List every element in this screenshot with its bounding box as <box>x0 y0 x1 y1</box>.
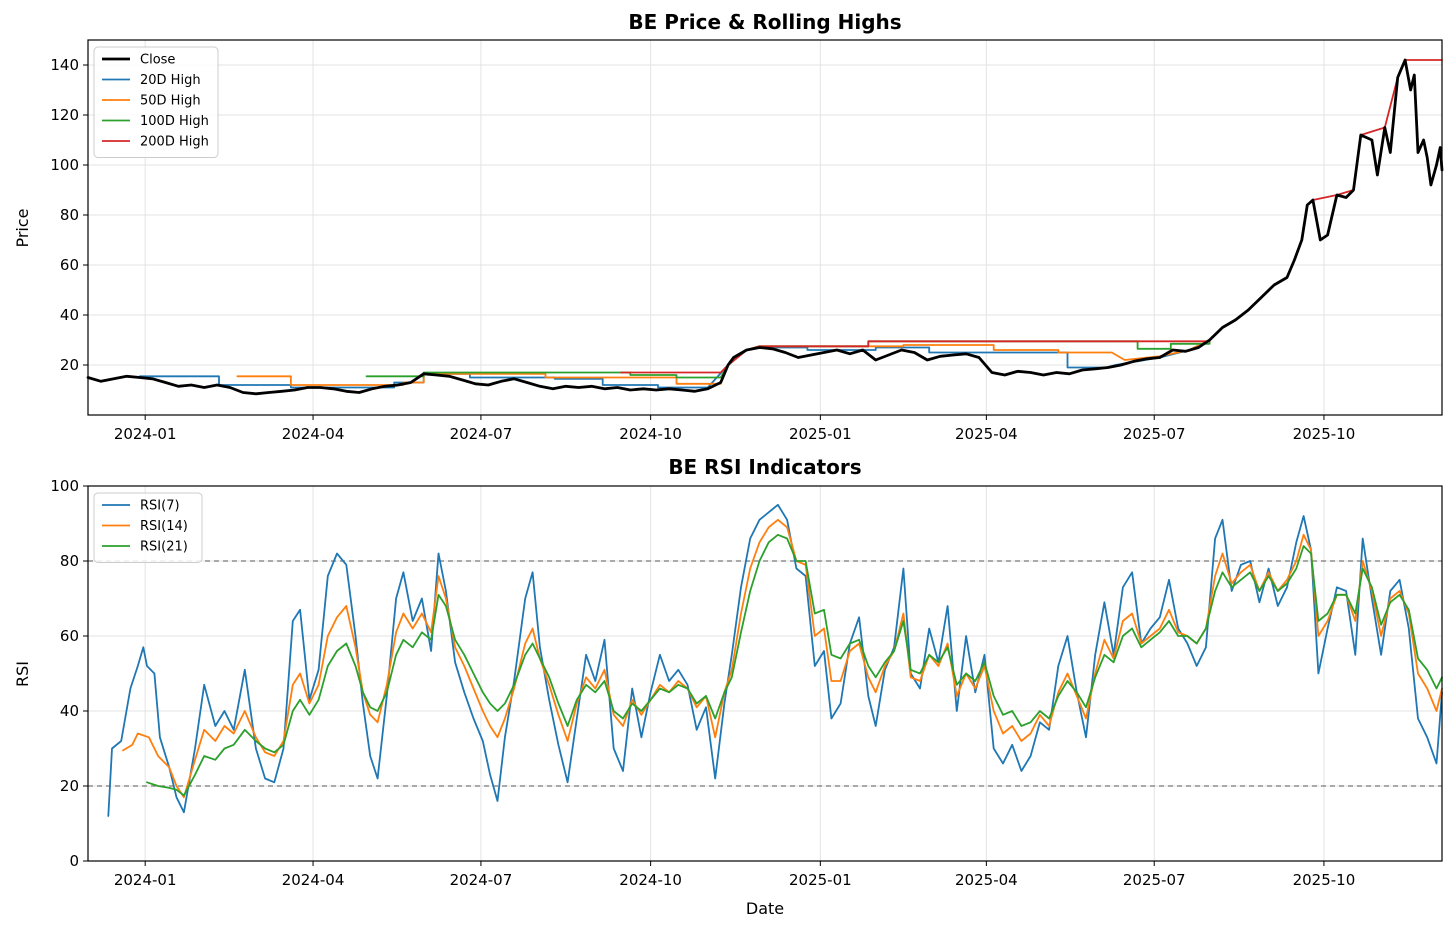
price-series-lines <box>86 58 1444 396</box>
rsi-x-tick-label: 2024-01 <box>114 871 177 889</box>
rsi-x-tick-label: 2025-04 <box>955 871 1018 889</box>
price-y-axis-label: Price <box>13 208 32 247</box>
price-x-tick-label: 2025-04 <box>955 425 1018 443</box>
rsi-y-tick-label: 40 <box>60 702 79 720</box>
rsi-y-tick-label: 0 <box>69 852 79 870</box>
rsi-y-tick-label: 100 <box>50 477 79 495</box>
price-x-tick-label: 2024-04 <box>282 425 345 443</box>
rsi-chart-title: BE RSI Indicators <box>668 455 861 479</box>
price-y-tick-label: 120 <box>50 106 79 124</box>
rsi-legend-label-rsi-21: RSI(21) <box>140 540 188 555</box>
price-legend: Close 20D High 50D High 100D High 200D High <box>93 46 219 158</box>
price-legend-label-50d-high: 50D High <box>140 94 201 109</box>
rsi-y-ticks: 0 20 40 60 80 100 <box>50 477 88 870</box>
rsi-legend-label-rsi-14: RSI(14) <box>140 519 188 534</box>
price-x-tick-label: 2025-07 <box>1123 425 1186 443</box>
price-legend-label-20d-high: 20D High <box>140 73 201 88</box>
rsi-legend: RSI(7) RSI(14) RSI(21) <box>93 492 203 563</box>
rsi-series-rsi-21 <box>146 533 1443 797</box>
price-x-tick-label: 2025-10 <box>1293 425 1356 443</box>
price-x-ticks: 2024-01 2024-04 2024-07 2024-10 2025-01 2025-… <box>114 415 1355 443</box>
price-y-tick-label: 100 <box>50 156 79 174</box>
rsi-x-tick-label: 2025-01 <box>789 871 852 889</box>
rsi-y-axis-label: RSI <box>13 661 32 687</box>
rsi-x-tick-label: 2024-10 <box>619 871 682 889</box>
price-legend-label-close: Close <box>140 53 175 68</box>
rsi-x-tick-label: 2025-10 <box>1293 871 1356 889</box>
price-y-tick-label: 60 <box>60 256 79 274</box>
rsi-x-tick-label: 2024-04 <box>282 871 345 889</box>
price-series-close <box>86 58 1444 396</box>
price-x-tick-label: 2024-01 <box>114 425 177 443</box>
rsi-x-axis-label: Date <box>746 899 784 918</box>
price-x-tick-label: 2024-10 <box>619 425 682 443</box>
price-plot-frame <box>87 39 1443 416</box>
price-y-tick-label: 40 <box>60 306 79 324</box>
rsi-series-rsi-14 <box>122 518 1443 799</box>
rsi-legend-label-rsi-7: RSI(7) <box>140 499 180 514</box>
price-panel: BE Price & Rolling Highs 20 40 60 80 100 120 1… <box>13 10 1444 443</box>
price-chart-title: BE Price & Rolling Highs <box>628 10 901 34</box>
rsi-x-tick-label: 2024-07 <box>450 871 513 889</box>
price-legend-label-200d-high: 200D High <box>140 135 209 150</box>
price-y-tick-label: 140 <box>50 56 79 74</box>
rsi-reference-lines <box>88 560 1442 787</box>
price-grid <box>88 40 1442 415</box>
rsi-x-tick-label: 2025-07 <box>1123 871 1186 889</box>
rsi-x-ticks: 2024-01 2024-04 2024-07 2024-10 2025-01 2025-… <box>114 861 1355 889</box>
price-y-tick-label: 80 <box>60 206 79 224</box>
price-x-tick-label: 2024-07 <box>450 425 513 443</box>
rsi-y-tick-label: 20 <box>60 777 79 795</box>
price-y-tick-label: 20 <box>60 356 79 374</box>
price-legend-box <box>93 46 219 158</box>
price-x-tick-label: 2025-01 <box>789 425 852 443</box>
price-legend-label-100d-high: 100D High <box>140 114 209 129</box>
price-y-ticks: 20 40 60 80 100 120 140 <box>50 56 88 374</box>
rsi-y-tick-label: 60 <box>60 627 79 645</box>
rsi-series-lines <box>107 503 1443 817</box>
rsi-y-tick-label: 80 <box>60 552 79 570</box>
rsi-plot-frame <box>87 485 1443 862</box>
rsi-series-rsi-7 <box>107 503 1443 817</box>
